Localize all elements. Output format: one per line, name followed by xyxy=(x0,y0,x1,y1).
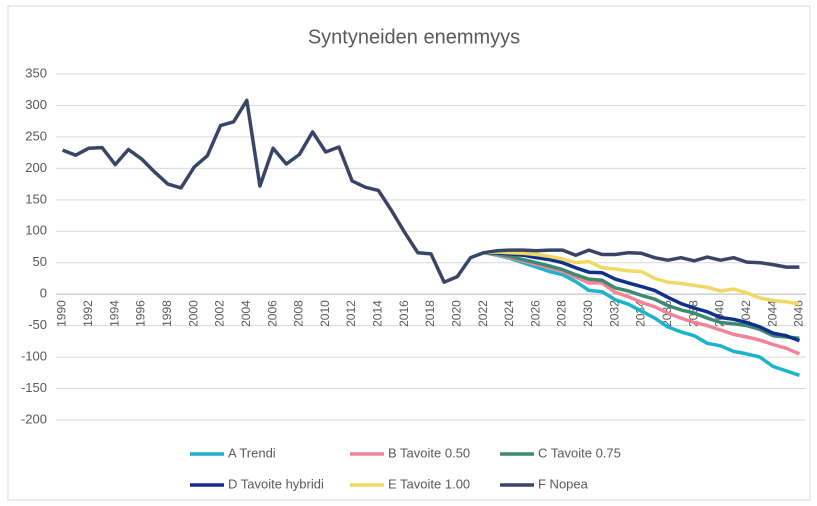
x-tick-label: 1998 xyxy=(160,300,174,327)
x-tick-label: 1994 xyxy=(107,300,121,327)
chart-title: Syntyneiden enemmyys xyxy=(308,26,520,48)
x-tick-label: 2010 xyxy=(318,300,332,327)
y-tick-label: -200 xyxy=(21,411,47,426)
y-tick-label: 0 xyxy=(40,286,47,301)
legend-label: A Trendi xyxy=(228,445,276,460)
x-tick-label: 2014 xyxy=(371,300,385,327)
x-tick-label: 2002 xyxy=(213,300,227,327)
line-series xyxy=(483,250,800,340)
y-tick-label: 150 xyxy=(25,191,47,206)
y-tick-label: 200 xyxy=(25,160,47,175)
line-series xyxy=(483,250,801,356)
legend-label: D Tavoite hybridi xyxy=(228,476,324,491)
x-tick-label: 2046 xyxy=(792,300,806,327)
legend-label: B Tavoite 0.50 xyxy=(388,445,470,460)
line-series xyxy=(483,250,800,377)
x-tick-label: 2006 xyxy=(265,300,279,327)
x-tick-label: 2024 xyxy=(502,300,516,327)
line-series xyxy=(61,98,800,284)
y-tick-label: -100 xyxy=(21,349,47,364)
x-tick-label: 2032 xyxy=(607,300,621,327)
y-tick-label: -150 xyxy=(21,380,47,395)
x-tick-label: 2044 xyxy=(765,300,779,327)
line-series xyxy=(483,250,800,306)
line-series xyxy=(483,250,801,343)
y-tick-label: 300 xyxy=(25,97,47,112)
x-tick-label: 2028 xyxy=(555,300,569,327)
y-tick-label: 250 xyxy=(25,128,47,143)
x-tick-label: 2004 xyxy=(239,300,253,327)
x-tick-label: 2026 xyxy=(528,300,542,327)
y-tick-label: 50 xyxy=(33,254,47,269)
x-tick-label: 2012 xyxy=(344,300,358,327)
x-tick-label: 1990 xyxy=(55,300,69,327)
x-tick-label: 2022 xyxy=(476,300,490,327)
x-tick-label: 2008 xyxy=(292,300,306,327)
legend-label: E Tavoite 1.00 xyxy=(388,476,470,491)
x-tick-label: 2000 xyxy=(186,300,200,327)
y-tick-label: 350 xyxy=(25,65,47,80)
legend-label: F Nopea xyxy=(538,476,589,491)
x-tick-label: 2030 xyxy=(581,300,595,327)
y-tick-label: 100 xyxy=(25,223,47,238)
x-tick-label: 2020 xyxy=(449,300,463,327)
y-tick-label: -50 xyxy=(28,317,47,332)
x-tick-label: 2016 xyxy=(397,300,411,327)
x-tick-label: 1992 xyxy=(81,300,95,327)
chart-border xyxy=(7,5,811,501)
x-tick-label: 2018 xyxy=(423,300,437,327)
x-tick-label: 2034 xyxy=(634,300,648,327)
legend-label: C Tavoite 0.75 xyxy=(538,445,621,460)
x-tick-label: 1996 xyxy=(134,300,148,327)
